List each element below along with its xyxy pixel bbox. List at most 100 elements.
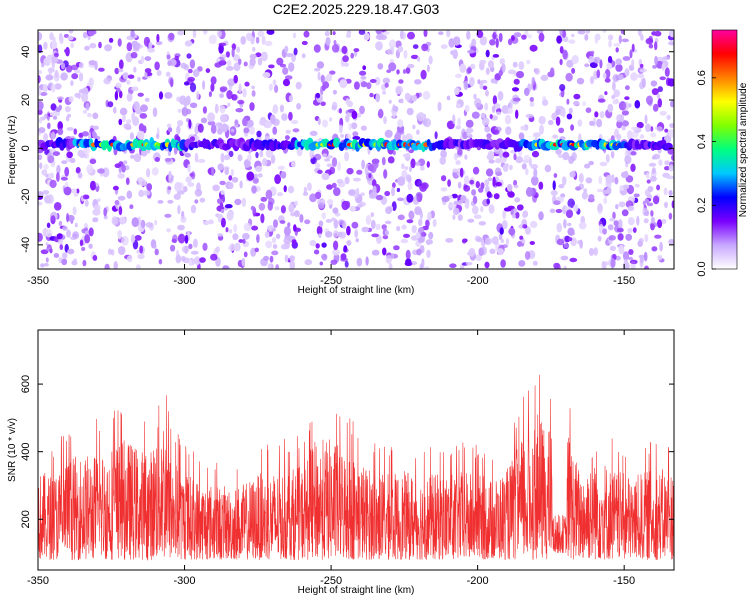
heatmap-cell xyxy=(485,168,494,177)
heatmap-cell xyxy=(650,80,658,87)
heatmap-cell xyxy=(117,38,122,47)
heatmap-cell xyxy=(269,255,274,263)
heatmap-cell xyxy=(492,176,496,187)
heatmap-cell xyxy=(552,134,559,139)
heatmap-cell xyxy=(339,124,343,134)
heatmap-cell xyxy=(64,49,68,53)
heatmap-cell xyxy=(495,182,503,187)
heatmap-cell xyxy=(603,197,608,205)
heatmap-cell xyxy=(167,123,172,128)
heatmap-cell xyxy=(657,98,662,108)
heatmap-cell xyxy=(92,208,101,216)
heatmap-cell xyxy=(529,241,535,245)
heatmap-cell xyxy=(251,85,256,90)
heatmap-cell xyxy=(65,106,71,113)
heatmap-cell xyxy=(38,44,43,54)
heatmap-cell xyxy=(137,92,144,97)
heatmap-cell xyxy=(45,74,54,81)
heatmap-cell xyxy=(642,200,646,206)
heatmap-cell xyxy=(588,247,594,256)
heatmap-cell xyxy=(38,127,46,134)
heatmap-cell xyxy=(252,177,259,184)
heatmap-cell xyxy=(66,65,73,73)
heatmap-cell xyxy=(469,179,475,185)
heatmap-cell xyxy=(459,167,464,178)
heatmap-cell xyxy=(274,84,279,93)
heatmap-cell xyxy=(585,107,592,113)
heatmap-cell xyxy=(350,52,355,59)
heatmap-cell xyxy=(615,98,619,104)
heatmap-cell xyxy=(615,58,622,65)
heatmap-cell xyxy=(643,251,648,262)
heatmap-cell xyxy=(271,250,279,256)
heatmap-cell xyxy=(239,180,243,189)
heatmap-cell xyxy=(341,45,348,55)
heatmap-cell xyxy=(197,123,204,133)
heatmap-cell xyxy=(621,171,629,178)
heatmap-cell xyxy=(153,243,157,250)
heatmap-cell xyxy=(544,164,552,173)
heatmap-cell xyxy=(81,131,89,137)
heatmap-cell xyxy=(488,204,495,214)
heatmap-cell xyxy=(352,131,359,137)
heatmap-cell xyxy=(104,263,110,269)
snr-series xyxy=(38,374,674,561)
heatmap-cell xyxy=(434,131,438,140)
heatmap-cell xyxy=(664,128,669,133)
heatmap-cell xyxy=(524,87,530,96)
heatmap-cell xyxy=(631,126,638,131)
heatmap-cell xyxy=(275,233,281,239)
heatmap-cell xyxy=(164,213,172,218)
heatmap-cell xyxy=(644,265,649,269)
heatmap-cell xyxy=(620,30,625,35)
heatmap-cell xyxy=(484,237,492,246)
heatmap-cell xyxy=(411,95,417,102)
heatmap-cell xyxy=(345,114,350,123)
heatmap-cell xyxy=(609,245,616,251)
heatmap-cell xyxy=(602,30,607,33)
heatmap-cell xyxy=(72,206,77,216)
heatmap-cell xyxy=(531,176,539,186)
heatmap-cell xyxy=(356,169,363,175)
heatmap-cell xyxy=(534,68,540,75)
heatmap-cell xyxy=(130,234,136,244)
heatmap-cell xyxy=(129,132,134,140)
heatmap-cell xyxy=(190,250,199,255)
heatmap-cell xyxy=(462,131,469,140)
heatmap-cell xyxy=(632,227,637,233)
heatmap-cell xyxy=(668,128,674,138)
heatmap-cell xyxy=(425,219,430,228)
heatmap-cell xyxy=(299,214,304,223)
heatmap-cell xyxy=(280,171,287,179)
heatmap-cell xyxy=(222,265,230,269)
heatmap-cell xyxy=(318,233,322,238)
heatmap-cell xyxy=(669,30,674,38)
heatmap-cell xyxy=(41,62,45,68)
heatmap-cell xyxy=(538,115,546,125)
heatmap-cell xyxy=(258,202,266,211)
heatmap-cell xyxy=(640,33,644,41)
heatmap-cell xyxy=(321,173,330,180)
heatmap-cell xyxy=(410,158,416,169)
heatmap-cell xyxy=(400,238,409,244)
heatmap-cell xyxy=(233,54,240,62)
heatmap-cell xyxy=(507,69,516,75)
heatmap-cell xyxy=(130,52,138,59)
heatmap-cell xyxy=(208,34,217,45)
heatmap-cell xyxy=(589,120,595,126)
heatmap-cell xyxy=(386,48,393,55)
heatmap-cell xyxy=(76,188,80,194)
heatmap-cell xyxy=(147,47,155,53)
heatmap-cell xyxy=(218,60,227,66)
heatmap-cell xyxy=(184,245,188,255)
heatmap-cell xyxy=(547,71,555,78)
heatmap-cell xyxy=(615,204,619,210)
heatmap-cell xyxy=(61,258,68,266)
heatmap-cell xyxy=(48,173,52,179)
heatmap-cell xyxy=(520,125,526,131)
heatmap-cell xyxy=(624,155,632,165)
heatmap-cell xyxy=(356,257,363,267)
heatmap-cell xyxy=(656,93,661,99)
heatmap-cell xyxy=(98,67,105,72)
